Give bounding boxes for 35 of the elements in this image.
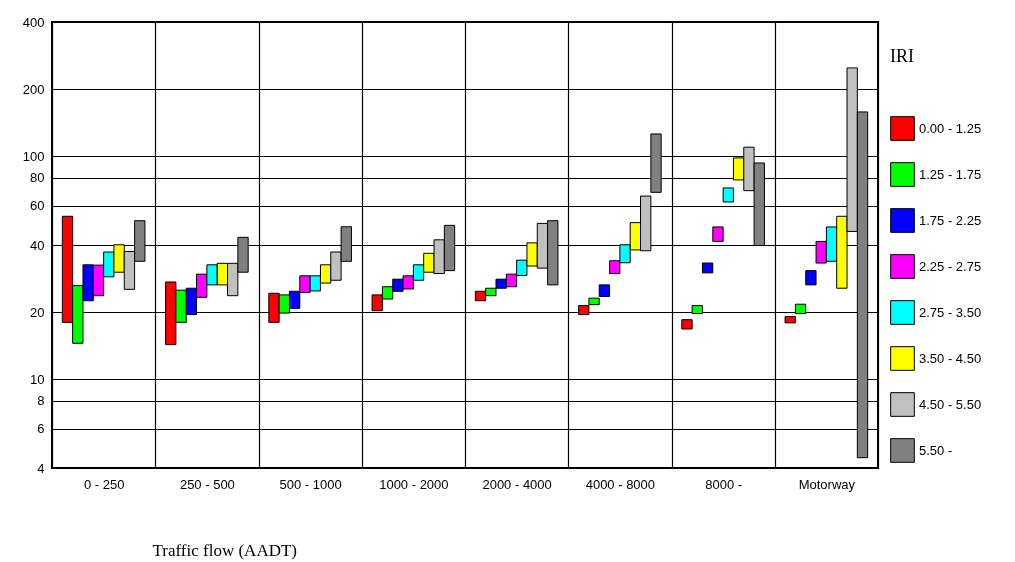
y-tick-label: 100 <box>22 148 45 164</box>
x-tick-label: 500 - 1000 <box>279 476 342 492</box>
legend-label: 2.75 - 3.50 <box>919 304 982 320</box>
y-tick-label: 60 <box>30 198 45 214</box>
x-tick-label: 0 - 250 <box>83 476 125 492</box>
bar <box>681 319 693 330</box>
y-tick-label: 6 <box>37 421 45 437</box>
legend-label: 2.25 - 2.75 <box>919 258 982 274</box>
legend-label: 3.50 - 4.50 <box>919 350 982 366</box>
x-tick-label: 250 - 500 <box>179 476 235 492</box>
bar <box>805 270 817 286</box>
legend-label: 1.75 - 2.25 <box>919 212 982 228</box>
legend-label: 4.50 - 5.50 <box>919 396 982 412</box>
y-tick-label: 4 <box>37 460 45 476</box>
y-tick-label: 200 <box>22 81 45 97</box>
x-tick-label: 2000 - 4000 <box>482 476 552 492</box>
y-tick-label: 80 <box>30 170 45 186</box>
x-tick-label: 8000 - <box>705 476 743 492</box>
x-tick-label: 4000 - 8000 <box>585 476 656 492</box>
legend-label: 0.00 - 1.25 <box>919 120 982 136</box>
bar <box>722 187 734 203</box>
y-tick-label: 20 <box>30 304 45 320</box>
x-tick-label: Motorway <box>798 476 856 492</box>
bar <box>712 226 724 242</box>
y-tick-label: 40 <box>30 237 45 253</box>
y-tick-label: 400 <box>22 14 45 30</box>
bar <box>784 316 796 324</box>
y-tick-label: 10 <box>30 371 45 387</box>
bar <box>701 262 714 274</box>
x-tick-label: 1000 - 2000 <box>379 476 449 492</box>
legend-title: IRI <box>890 46 914 66</box>
legend-label: 1.25 - 1.75 <box>919 166 982 182</box>
x-axis-title: Traffic flow (AADT) <box>152 540 297 560</box>
legend-label: 5.50 - <box>919 442 953 458</box>
y-tick-label: 8 <box>37 393 45 409</box>
